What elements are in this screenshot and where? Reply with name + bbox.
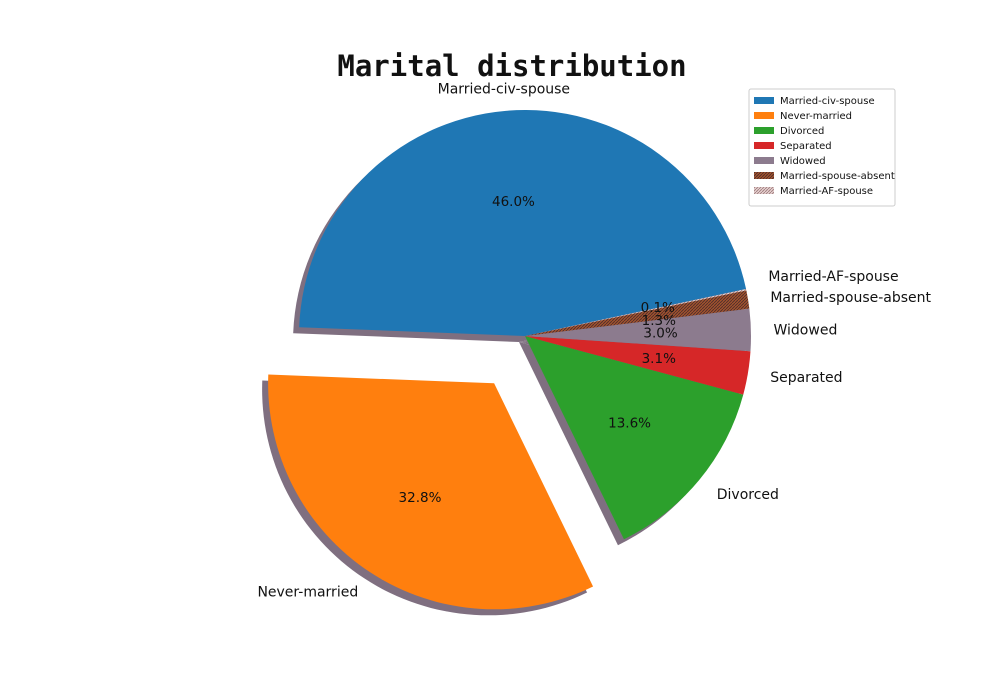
legend-swatch-married-civ-spouse bbox=[754, 97, 774, 104]
slice-label-divorced: Divorced bbox=[717, 487, 779, 503]
pct-label-widowed: 3.0% bbox=[643, 325, 677, 341]
legend-swatch-divorced bbox=[754, 127, 774, 134]
legend-swatch-married-spouse-absent bbox=[754, 172, 774, 179]
slice-label-never-married: Never-married bbox=[257, 584, 358, 600]
pct-label-divorced: 13.6% bbox=[608, 415, 651, 431]
pct-label-married-spouse-absent: 1.3% bbox=[642, 313, 676, 329]
slice-widowed bbox=[525, 308, 752, 352]
pct-label-married-af-spouse: 0.1% bbox=[641, 300, 675, 316]
slice-separated bbox=[525, 336, 751, 395]
legend-swatch-married-af-spouse bbox=[754, 187, 774, 194]
slice-married-af-spouse bbox=[525, 289, 747, 336]
legend: Married-civ-spouse Never-married Divorced S… bbox=[748, 88, 896, 207]
legend-label-separated: Separated bbox=[780, 141, 832, 152]
slice-label-married-spouse-absent: Married-spouse-absent bbox=[770, 290, 931, 306]
legend-label-married-af-spouse: Married-AF-spouse bbox=[780, 186, 873, 197]
legend-swatch-never-married bbox=[754, 112, 774, 119]
slice-label-married-civ-spouse: Married-civ-spouse bbox=[438, 81, 570, 97]
legend-swatch-widowed bbox=[754, 157, 774, 164]
slice-label-widowed: Widowed bbox=[774, 322, 838, 338]
pct-label-married-civ-spouse: 46.0% bbox=[492, 194, 535, 210]
pct-label-never-married: 32.8% bbox=[399, 490, 442, 506]
slice-never-married bbox=[268, 374, 594, 610]
legend-label-married-civ-spouse: Married-civ-spouse bbox=[780, 96, 875, 107]
chart-title: Marital distribution bbox=[337, 49, 686, 83]
slice-label-separated: Separated bbox=[770, 370, 842, 386]
legend-label-married-spouse-absent: Married-spouse-absent bbox=[780, 171, 895, 182]
slice-married-spouse-absent bbox=[525, 290, 750, 336]
legend-label-divorced: Divorced bbox=[780, 126, 824, 137]
label-layer: Married-civ-spouse 46.0% Never-married 32.8… bbox=[257, 81, 931, 600]
legend-label-widowed: Widowed bbox=[780, 156, 826, 167]
legend-label-never-married: Never-married bbox=[780, 111, 852, 122]
slice-label-married-af-spouse: Married-AF-spouse bbox=[768, 269, 898, 285]
slice-layer bbox=[268, 110, 752, 610]
slice-married-civ-spouse bbox=[299, 110, 747, 336]
legend-swatch-separated bbox=[754, 142, 774, 149]
pct-label-separated: 3.1% bbox=[642, 351, 676, 367]
slice-divorced bbox=[525, 336, 744, 540]
legend-frame bbox=[748, 88, 896, 207]
